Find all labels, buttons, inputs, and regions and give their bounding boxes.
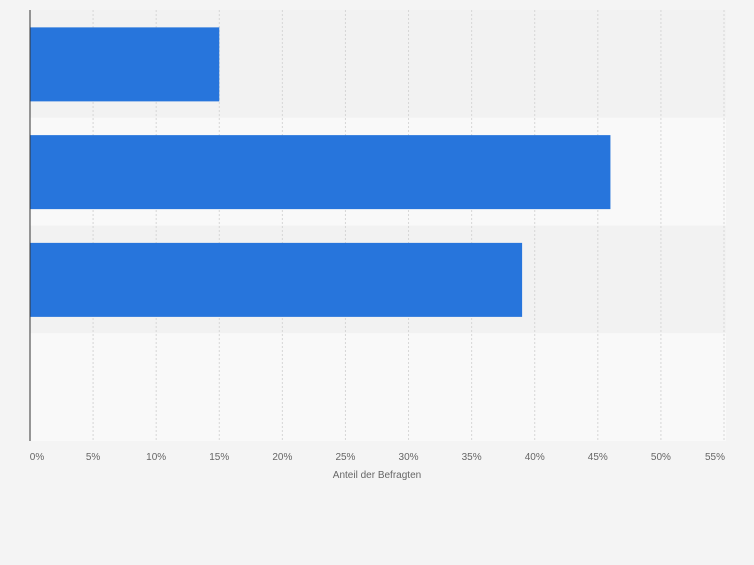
x-tick-label: 5% bbox=[86, 452, 101, 463]
bars bbox=[30, 27, 611, 317]
x-tick-label: 25% bbox=[335, 452, 355, 463]
x-tick-label: 20% bbox=[272, 452, 292, 463]
x-tick-label: 50% bbox=[651, 452, 671, 463]
x-tick-label: 55% bbox=[705, 452, 725, 463]
x-tick-label: 45% bbox=[588, 452, 608, 463]
x-tick-label: 40% bbox=[525, 452, 545, 463]
x-tick-label: 10% bbox=[146, 452, 166, 463]
bar bbox=[30, 135, 611, 210]
x-tick-labels: 0% 5% 10% 15% 20% 25% 30% 35% 40% 45% 50% 55% bbox=[30, 452, 725, 463]
category-band bbox=[30, 333, 726, 441]
bar bbox=[30, 242, 523, 317]
x-tick-label: 35% bbox=[462, 452, 482, 463]
x-tick-label: 30% bbox=[399, 452, 419, 463]
bar bbox=[30, 27, 220, 102]
x-axis-label: Anteil der Befragten bbox=[333, 470, 421, 481]
x-tick-label: 15% bbox=[209, 452, 229, 463]
x-tick-label: 0% bbox=[30, 452, 45, 463]
